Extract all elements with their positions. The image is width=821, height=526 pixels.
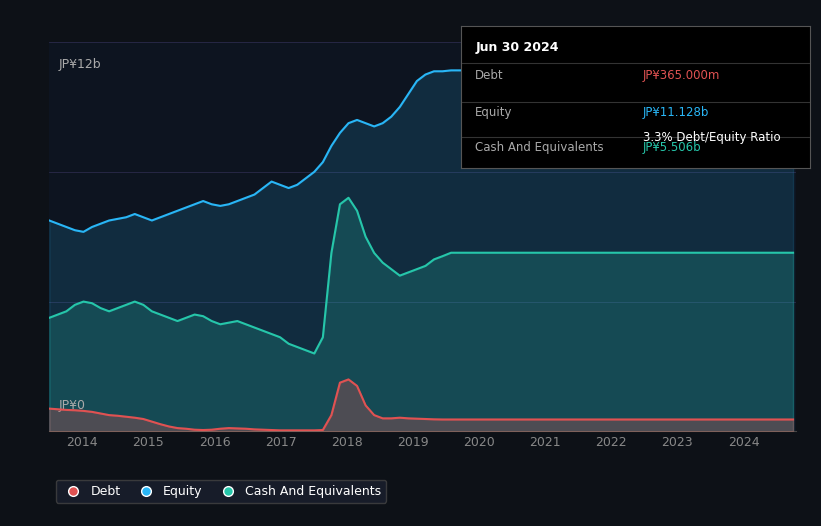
Legend: Debt, Equity, Cash And Equivalents: Debt, Equity, Cash And Equivalents [56, 480, 386, 503]
Text: Debt: Debt [475, 69, 504, 82]
Text: 3.3% Debt/Equity Ratio: 3.3% Debt/Equity Ratio [643, 132, 781, 145]
Text: JP¥5.506b: JP¥5.506b [643, 141, 701, 154]
Text: Jun 30 2024: Jun 30 2024 [475, 41, 559, 54]
Text: JP¥365.000m: JP¥365.000m [643, 69, 720, 82]
Text: JP¥12b: JP¥12b [58, 58, 101, 70]
Text: Equity: Equity [475, 106, 513, 119]
Text: JP¥11.128b: JP¥11.128b [643, 106, 709, 119]
Text: JP¥0: JP¥0 [58, 399, 85, 412]
Text: Cash And Equivalents: Cash And Equivalents [475, 141, 604, 154]
